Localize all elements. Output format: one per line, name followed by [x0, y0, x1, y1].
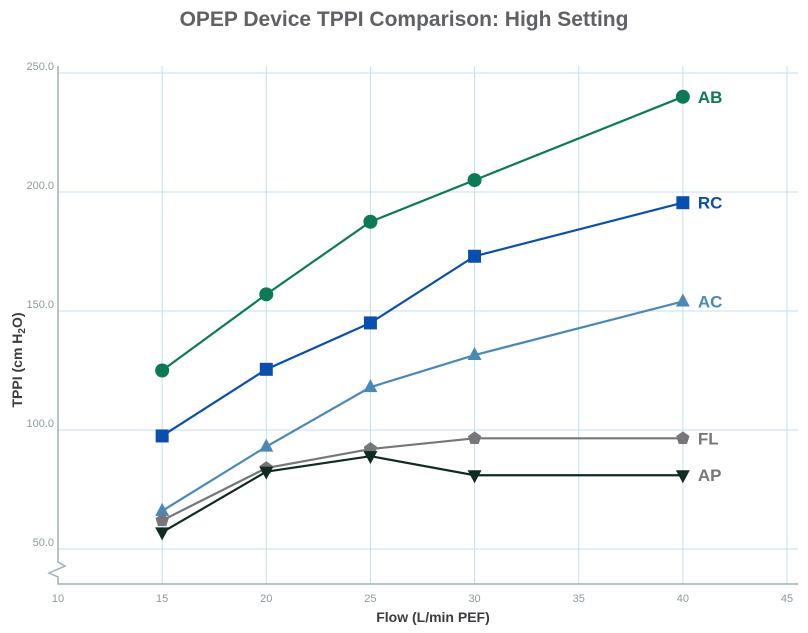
data-point-triangle: [155, 502, 170, 516]
y-tick-label: 250.0: [26, 61, 54, 73]
data-point-triangle: [259, 438, 274, 452]
x-tick-label: 35: [573, 593, 585, 605]
data-point-square: [468, 249, 482, 263]
data-point-circle: [467, 173, 482, 188]
axes: [47, 66, 798, 585]
data-point-square: [259, 362, 273, 376]
series-ac: AC: [155, 292, 723, 516]
tick-labels: 10 15 20 25 30 35 40 45 50.0 100.0 150.0 200.0 250.0: [26, 61, 793, 605]
x-tick-label: 10: [52, 593, 64, 605]
series-line: [161, 300, 684, 512]
chart-title: OPEP Device TPPI Comparison: High Settin…: [179, 8, 629, 31]
series-label: AB: [698, 88, 723, 107]
data-point-circle: [259, 287, 274, 302]
series-group: AB RC AC FL AP: [155, 88, 722, 541]
data-point-circle: [363, 214, 378, 229]
data-point-circle: [155, 363, 170, 378]
data-point-pentagon: [467, 431, 482, 444]
data-point-triangle-down: [467, 470, 482, 484]
data-point-triangle: [467, 347, 482, 361]
series-rc: RC: [155, 194, 723, 443]
y-axis-label: TPPI (cm H2O): [9, 312, 28, 407]
data-point-triangle: [675, 293, 690, 307]
series-label: AP: [698, 466, 722, 485]
series-ap: AP: [155, 451, 722, 541]
series-label: FL: [698, 429, 719, 448]
grid: [58, 66, 798, 584]
x-tick-label: 20: [260, 593, 272, 605]
series-line: [161, 201, 684, 437]
x-tick-label: 25: [364, 593, 376, 605]
series-label: RC: [698, 194, 723, 213]
data-point-triangle-down: [675, 470, 690, 484]
data-point-triangle: [363, 379, 378, 393]
series-line: [161, 455, 683, 534]
data-point-circle: [675, 89, 690, 104]
series-label: AC: [698, 292, 723, 311]
data-point-square: [676, 196, 690, 210]
data-point-square: [363, 316, 377, 330]
axis-lines-with-break: [47, 66, 798, 585]
data-point-triangle-down: [363, 451, 378, 465]
x-tick-label: 45: [781, 593, 793, 605]
y-tick-label: 100.0: [26, 418, 54, 430]
y-tick-label: 150.0: [26, 299, 54, 311]
y-tick-label: 50.0: [33, 537, 54, 549]
data-point-pentagon: [155, 513, 169, 527]
x-tick-label: 15: [156, 593, 168, 605]
data-point-triangle-down: [259, 466, 274, 480]
x-axis-label: Flow (L/min PEF): [376, 609, 490, 625]
data-point-triangle-down: [155, 527, 170, 541]
series-line: [161, 95, 684, 372]
x-tick-label: 40: [677, 593, 689, 605]
y-tick-label: 200.0: [26, 180, 54, 192]
x-tick-label: 30: [468, 593, 480, 605]
series-fl: FL: [155, 429, 719, 527]
series-ab: AB: [155, 88, 722, 378]
data-point-pentagon: [676, 431, 690, 444]
data-point-square: [155, 429, 169, 443]
series-line: [161, 437, 683, 522]
